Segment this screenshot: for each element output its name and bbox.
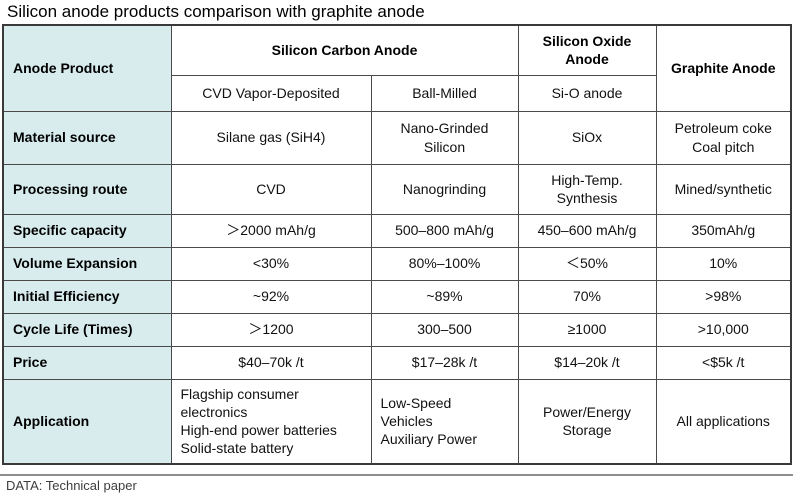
row-label-application: Application	[2, 378, 172, 465]
cell: ＜50%	[517, 246, 657, 281]
row-label-price: Price	[2, 345, 172, 380]
cell: Nano-Grinded Silicon	[370, 110, 519, 165]
row-label-cycle-life: Cycle Life (Times)	[2, 312, 172, 347]
cell: Power/Energy Storage	[517, 378, 657, 465]
cell: 500–800 mAh/g	[370, 213, 519, 248]
cell: ＞1200	[170, 312, 372, 347]
cell: Low-Speed Vehicles Auxiliary Power	[370, 378, 519, 465]
table-row: Specific capacity ＞2000 mAh/g 500–800 mA…	[2, 213, 792, 248]
cell: Petroleum coke Coal pitch	[655, 110, 792, 165]
sub-header-ball-milled: Ball-Milled	[370, 74, 519, 112]
table-row: Volume Expansion <30% 80%–100% ＜50% 10%	[2, 246, 792, 281]
page-title: Silicon anode products comparison with g…	[7, 2, 425, 21]
table-row: Cycle Life (Times) ＞1200 300–500 ≥1000 >…	[2, 312, 792, 347]
table-row: Application Flagship consumer electronic…	[2, 378, 792, 465]
cell: SiOx	[517, 110, 657, 165]
group-header-silicon-carbon: Silicon Carbon Anode	[170, 24, 519, 76]
source-note: DATA: Technical paper	[6, 478, 137, 493]
table-row: Anode Product Silicon Carbon Anode Silic…	[2, 24, 792, 112]
cell: <30%	[170, 246, 372, 281]
group-header-graphite: Graphite Anode	[655, 24, 792, 112]
cell: 350mAh/g	[655, 213, 792, 248]
cell: $14–20k /t	[517, 345, 657, 380]
table-row: Initial Efficiency ~92% ~89% 70% >98%	[2, 279, 792, 314]
cell: ~92%	[170, 279, 372, 314]
cell: $40–70k /t	[170, 345, 372, 380]
cell: 300–500	[370, 312, 519, 347]
comparison-table: Anode Product Silicon Carbon Anode Silic…	[2, 24, 792, 465]
table-row: CVD Vapor-Deposited Ball-Milled Si-O ano…	[3, 74, 791, 112]
sub-header-cvd-vapor-deposited: CVD Vapor-Deposited	[170, 74, 372, 112]
cell: Flagship consumer electronics High-end p…	[170, 378, 372, 465]
cell: High-Temp. Synthesis	[517, 163, 657, 215]
cell: 450–600 mAh/g	[517, 213, 657, 248]
corner-header: Anode Product	[2, 24, 172, 112]
cell: CVD	[170, 163, 372, 215]
cell: $17–28k /t	[370, 345, 519, 380]
cell: Silane gas (SiH4)	[170, 110, 372, 165]
cell: 80%–100%	[370, 246, 519, 281]
cell: All applications	[655, 378, 792, 465]
sub-header-si-o-anode: Si-O anode	[517, 74, 657, 112]
row-label-volume-expansion: Volume Expansion	[2, 246, 172, 281]
row-label-processing-route: Processing route	[2, 163, 172, 215]
cell: ~89%	[370, 279, 519, 314]
cell: <$5k /t	[655, 345, 792, 380]
table-row: Price $40–70k /t $17–28k /t $14–20k /t <…	[2, 345, 792, 380]
cell: 70%	[517, 279, 657, 314]
row-label-specific-capacity: Specific capacity	[2, 213, 172, 248]
cell: ＞2000 mAh/g	[170, 213, 372, 248]
cell: >10,000	[655, 312, 792, 347]
cell: >98%	[655, 279, 792, 314]
cell: 10%	[655, 246, 792, 281]
cell: ≥1000	[517, 312, 657, 347]
group-header-silicon-oxide: Silicon Oxide Anode	[517, 24, 657, 76]
table-row: Processing route CVD Nanogrinding High-T…	[2, 163, 792, 215]
row-label-material-source: Material source	[2, 110, 172, 165]
cell: Nanogrinding	[370, 163, 519, 215]
row-label-initial-efficiency: Initial Efficiency	[2, 279, 172, 314]
cell: Mined/synthetic	[655, 163, 792, 215]
footer-divider	[0, 474, 793, 476]
table-row: Material source Silane gas (SiH4) Nano-G…	[2, 110, 792, 165]
